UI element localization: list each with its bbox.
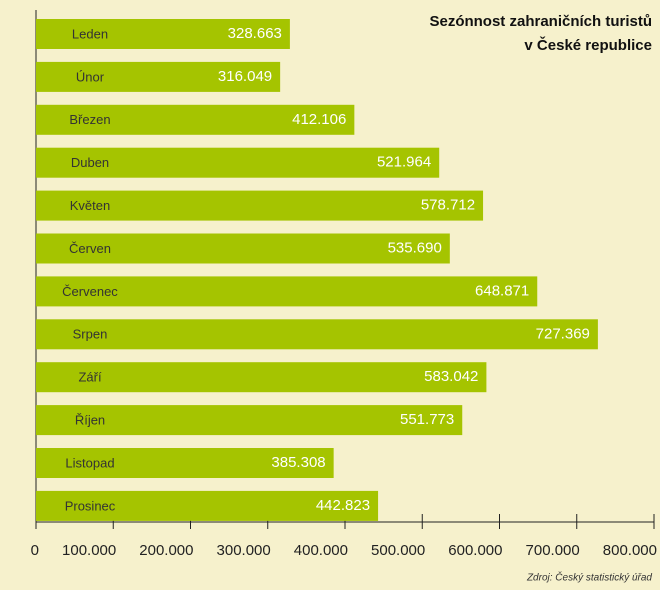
bar	[36, 233, 450, 264]
bar	[36, 448, 334, 478]
bar	[36, 319, 598, 350]
chart-title: Sezónnost zahraničních turistů	[429, 13, 652, 30]
value-label: 328.663	[228, 25, 282, 42]
bar	[36, 61, 281, 92]
value-label: 316.049	[218, 68, 272, 85]
x-tick-label: Únor	[76, 69, 105, 84]
x-tick-label: 600.000	[448, 542, 502, 559]
value-label: 521.964	[377, 154, 431, 171]
value-label: 583.042	[424, 368, 478, 385]
bar	[36, 362, 487, 393]
x-tick-label: Září	[78, 370, 102, 385]
value-label: 442.823	[316, 497, 370, 514]
x-tick-label: 400.000	[294, 542, 348, 559]
value-label: 551.773	[400, 411, 454, 428]
bar	[36, 190, 484, 221]
x-tick-label: Prosinec	[65, 498, 116, 513]
value-label: 727.369	[536, 325, 590, 342]
x-tick-label: Červen	[69, 241, 111, 256]
value-label: 535.690	[388, 239, 442, 256]
x-tick-label: 500.000	[371, 542, 425, 559]
x-tick-label: Listopad	[65, 455, 114, 470]
bar	[36, 405, 463, 436]
x-tick-label: 100.000	[62, 542, 116, 559]
bar	[36, 276, 538, 307]
chart-title: v České republice	[524, 36, 652, 54]
bar	[36, 490, 379, 521]
source: Zdroj: Český statistický úřad	[526, 571, 652, 584]
x-tick-label: 800.000	[603, 542, 657, 559]
value-label: 412.106	[292, 111, 346, 128]
x-tick-label: 300.000	[217, 542, 271, 559]
x-tick-label: 200.000	[139, 542, 193, 559]
value-label: 385.308	[271, 454, 325, 471]
x-tick-label: Květen	[70, 198, 110, 213]
value-label: 578.712	[421, 197, 475, 214]
x-tick-label: Říjen	[75, 413, 105, 428]
bar	[36, 19, 290, 49]
value-label: 648.871	[475, 282, 529, 299]
x-tick-label: Červenec	[62, 284, 118, 299]
x-tick-label: Leden	[72, 26, 108, 41]
x-tick-label: 700.000	[526, 542, 580, 559]
x-tick-label: 0	[31, 542, 39, 559]
bar	[36, 147, 440, 178]
x-tick-label: Duben	[71, 155, 109, 170]
x-tick-label: Březen	[69, 112, 110, 127]
x-tick-label: Srpen	[73, 327, 108, 342]
bar	[36, 104, 355, 135]
